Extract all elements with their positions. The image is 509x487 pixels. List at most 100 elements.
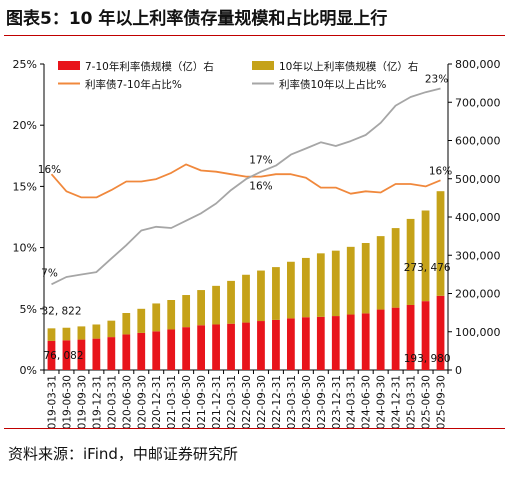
data-label: 23% xyxy=(425,73,448,85)
bar-10y-plus xyxy=(257,270,265,322)
bar-10y-plus xyxy=(421,210,430,302)
bar-7-10y xyxy=(227,323,235,370)
bar-7-10y xyxy=(331,316,340,370)
bar-7-10y xyxy=(197,325,206,370)
legend-label: 7-10年利率债规模（亿）右 xyxy=(85,60,214,73)
bar-10y-plus xyxy=(376,236,385,310)
bar-10y-plus xyxy=(77,326,86,340)
bar-10y-plus xyxy=(301,257,310,318)
data-label: 16% xyxy=(38,164,61,176)
bar-7-10y xyxy=(47,340,56,370)
bar-7-10y xyxy=(376,309,385,370)
bar-10y-plus xyxy=(182,295,191,328)
bar-7-10y xyxy=(406,304,415,370)
bar-7-10y xyxy=(421,301,430,370)
legend-swatch xyxy=(252,61,274,70)
data-label: 76, 082 xyxy=(43,350,83,362)
data-label: 193, 980 xyxy=(404,353,451,365)
y-right-tick-label: 700,000 xyxy=(455,96,501,109)
x-tick-label: 2019-03-31 xyxy=(46,375,58,428)
bar-10y-plus xyxy=(391,228,400,308)
bar-10y-plus xyxy=(316,253,325,317)
x-tick-label: 2020-12-31 xyxy=(151,375,163,428)
source-note: 资料来源：iFind，中邮证券研究所 xyxy=(8,445,238,463)
y-left-tick-label: 15% xyxy=(13,180,37,193)
x-tick-label: 2022-09-30 xyxy=(256,375,268,428)
x-tick-label: 2021-12-31 xyxy=(211,375,223,428)
y-right-tick-label: 600,000 xyxy=(455,135,501,148)
data-label: 16% xyxy=(249,181,272,193)
bar-7-10y xyxy=(152,331,161,370)
bar-10y-plus xyxy=(152,303,161,332)
bar-7-10y xyxy=(182,327,191,370)
bar-10y-plus xyxy=(286,261,295,319)
bar-10y-plus xyxy=(197,290,206,326)
x-tick-label: 2025-06-30 xyxy=(421,375,433,428)
line-series xyxy=(50,87,441,286)
chart-annotations: 16% 16% 16% 7% 17% 23% 32, 822 76, 082 273, 476 1… xyxy=(38,73,452,365)
y-right-tick-label: 400,000 xyxy=(455,211,501,224)
x-tick-label: 2020-03-31 xyxy=(106,375,118,428)
bar-10y-plus xyxy=(406,218,415,305)
x-tick-label: 2024-12-31 xyxy=(391,375,403,428)
x-tick-label: 2023-09-30 xyxy=(316,375,328,428)
bar-10y-plus xyxy=(436,191,445,296)
y-right-tick-label: 200,000 xyxy=(455,288,501,301)
y-right-tick-label: 800,000 xyxy=(455,58,501,71)
y-left-tick-label: 5% xyxy=(20,303,37,316)
bar-7-10y xyxy=(257,321,265,370)
legend-swatch xyxy=(58,61,80,70)
x-tick-label: 2025-03-31 xyxy=(406,375,418,428)
bar-10y-plus xyxy=(107,320,116,338)
data-label: 273, 476 xyxy=(404,262,451,274)
x-tick-label: 2019-12-31 xyxy=(91,375,103,428)
x-tick-label: 2022-06-30 xyxy=(241,375,253,428)
chart-title: 图表5：10 年以上利率债存量规模和占比明显上行 xyxy=(6,9,388,29)
bar-7-10y xyxy=(242,322,250,370)
x-tick-label: 2023-03-31 xyxy=(286,375,298,428)
x-tick-label: 2025-09-30 xyxy=(436,375,448,428)
data-label: 16% xyxy=(429,165,452,177)
bar-10y-plus xyxy=(227,280,235,324)
chart-axes: 0% 5% 10% 15% 20% 25% 0 100,000 200,000 300,000 40… xyxy=(13,58,501,428)
x-tick-label: 2022-03-31 xyxy=(226,375,238,428)
bar-10y-plus xyxy=(122,313,131,335)
bar-7-10y xyxy=(212,324,220,370)
x-tick-label: 2022-12-31 xyxy=(271,375,283,428)
bar-7-10y xyxy=(316,316,325,370)
bar-10y-plus xyxy=(92,324,101,339)
source-divider xyxy=(4,428,505,429)
x-tick-label: 2023-12-31 xyxy=(331,375,343,428)
bar-7-10y xyxy=(107,337,116,370)
x-tick-label: 2021-03-31 xyxy=(166,375,178,428)
bar-series xyxy=(47,191,445,370)
x-tick-label: 2024-09-30 xyxy=(376,375,388,428)
x-tick-label: 2020-09-30 xyxy=(136,375,148,428)
bar-10y-plus xyxy=(242,274,250,323)
x-tick-label: 2023-06-30 xyxy=(301,375,313,428)
bar-7-10y xyxy=(436,295,445,370)
title-divider xyxy=(4,35,505,36)
bar-7-10y xyxy=(122,334,131,370)
x-tick-label: 2019-09-30 xyxy=(76,375,88,428)
y-right-tick-label: 500,000 xyxy=(455,173,501,186)
x-tick-label: 2021-09-30 xyxy=(196,375,208,428)
x-tick-label: 2019-06-30 xyxy=(61,375,73,428)
combo-chart: 0% 5% 10% 15% 20% 25% 0 100,000 200,000 300,000 40… xyxy=(13,58,501,428)
bar-7-10y xyxy=(301,317,310,370)
bar-7-10y xyxy=(346,314,355,370)
bar-10y-plus xyxy=(272,267,280,320)
bar-10y-plus xyxy=(361,243,370,314)
y-right-tick-label: 0 xyxy=(455,364,462,377)
data-label: 32, 822 xyxy=(41,305,81,317)
x-tick-label: 2024-03-31 xyxy=(346,375,358,428)
bar-7-10y xyxy=(286,318,295,370)
bar-10y-plus xyxy=(47,328,56,341)
bar-10y-plus xyxy=(62,327,71,341)
line-10y-plus-share xyxy=(51,87,441,286)
bar-7-10y xyxy=(391,307,400,370)
data-label: 17% xyxy=(249,155,272,167)
bar-7-10y xyxy=(167,329,176,370)
bar-7-10y xyxy=(62,340,71,370)
